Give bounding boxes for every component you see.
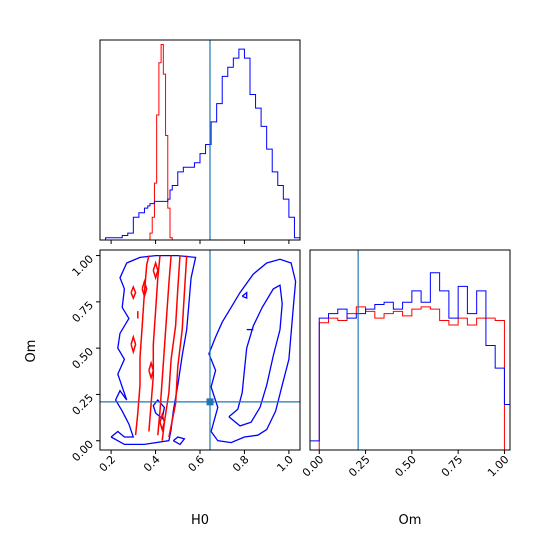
om-histogram-series-a [309,272,511,450]
contour-series-b [130,334,137,355]
h0-histogram-frame [99,39,301,241]
contour-x-tick-label: 0.6 [186,453,208,475]
om-histogram-series-b [310,306,510,451]
contour-series-b [168,255,188,438]
contour-x-tick-label: 1.0 [274,453,296,475]
contour-y-tick-label: 0.25 [70,391,97,418]
h0-histogram-panel [99,39,301,244]
om-histogram-x-tick-label: 0.75 [439,453,466,480]
contour-series-b [134,255,150,436]
contour-x-tick-label: 0.4 [141,453,163,475]
contour-series-b [141,278,148,299]
x-axis-label-h0: H0 [191,513,209,528]
truth-marker [206,398,214,406]
contour-series-a [172,436,186,446]
contour-y-tick-label: 0.50 [70,345,97,372]
contour-series-b [157,255,172,436]
om-histogram-x-tick-label: 1.00 [485,453,512,480]
contour-series-b [148,255,161,432]
x-axis-label-om: Om [399,513,422,528]
contour-frame [99,249,301,451]
contour-series-a [241,291,248,300]
y-axis-label-om: Om [24,340,39,363]
om-histogram-frame [309,249,511,451]
contour-y-tick-label: 1.00 [70,252,97,279]
contour-x-tick-label: 0.8 [230,453,252,475]
h0-histogram-series-b [100,44,300,241]
contour-y-tick-label: 0.75 [70,299,97,326]
contour-series-a [228,284,283,427]
om-histogram-x-tick-label: 0.25 [346,453,373,480]
contour-series-a [110,254,197,446]
contour-series-b [148,360,155,381]
om-histogram-x-tick-label: 0.50 [392,453,419,480]
contour-series-a [208,258,297,444]
om-histogram-panel: 0.00 0.25 0.50 0.75 1.00 [300,249,512,480]
contour-series-b [130,284,137,301]
contour-series-b [152,260,159,281]
contour-x-tick-label: 0.2 [97,453,119,475]
h0-om-contour-panel: 0.2 0.4 0.6 0.8 1.0 0.00 0.25 0.50 0.75 1.00 [70,249,301,475]
contour-y-tick-label: 0.00 [70,438,97,465]
contour-lines [110,254,297,446]
h0-histogram-series-a [100,48,301,241]
om-histogram-x-tick-label: 0.00 [300,453,327,480]
contour-series-b [159,412,166,433]
